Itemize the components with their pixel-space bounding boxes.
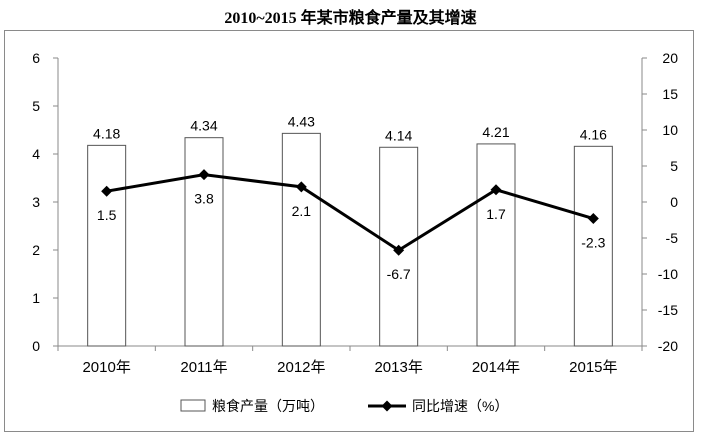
growth-point-label: 2.1 — [292, 203, 312, 219]
growth-point-label: 1.7 — [486, 206, 506, 222]
growth-point-marker — [101, 185, 113, 197]
left-y-tick-label: 2 — [32, 242, 40, 258]
x-tick-label: 2014年 — [472, 359, 520, 376]
production-bar-label: 4.21 — [482, 124, 509, 140]
left-y-tick-label: 5 — [32, 98, 40, 114]
bar-labels: 4.18 4.34 4.43 4.14 4.21 4.16 — [93, 113, 607, 143]
x-tick-labels: 2010年 2011年 2012年 2013年 2014年 2015年 — [82, 359, 617, 376]
chart-frame — [4, 30, 694, 432]
right-y-tick-label: -20 — [658, 338, 678, 354]
bars — [87, 132, 613, 347]
chart-title: 2010~2015 年某市粮食产量及其增速 — [224, 10, 477, 27]
production-bar-label: 4.14 — [385, 127, 412, 143]
growth-point-label: 3.8 — [194, 191, 214, 207]
production-bar — [87, 144, 127, 347]
legend-line-label: 同比增速（%） — [412, 398, 508, 414]
right-y-tick-label: -10 — [658, 266, 678, 282]
right-y-tick-label: 20 — [662, 50, 678, 66]
production-bar — [184, 137, 224, 347]
x-tick-label: 2013年 — [374, 359, 422, 376]
production-bar — [281, 132, 321, 347]
line-labels: 1.5 3.8 2.1 -6.7 1.7 -2.3 — [97, 191, 606, 283]
growth-point-label: -2.3 — [581, 235, 605, 251]
right-y-tick-label: 5 — [670, 158, 678, 174]
growth-point-marker — [198, 169, 210, 181]
growth-point-marker — [393, 244, 405, 256]
growth-point-marker — [295, 181, 307, 193]
x-tick-label: 2015年 — [569, 359, 617, 376]
left-y-tick-label: 1 — [32, 290, 40, 306]
right-y-tick-label: 0 — [670, 194, 678, 210]
right-y-tick-label: 10 — [662, 122, 678, 138]
axes: 0 1 2 3 4 5 6 -20 -15 -10 -5 0 5 10 15 20 — [32, 50, 678, 354]
legend: 粮食产量（万吨） 同比增速（%） — [180, 398, 508, 414]
right-y-tick-label: 15 — [662, 86, 678, 102]
left-y-tick-label: 4 — [32, 146, 40, 162]
x-tick-label: 2012年 — [277, 359, 325, 376]
growth-line — [106, 173, 594, 253]
growth-point-marker — [490, 184, 502, 196]
x-tick-label: 2011年 — [180, 359, 227, 376]
x-tick-label: 2010年 — [82, 359, 130, 376]
right-y-tick-label: -5 — [666, 230, 679, 246]
legend-line-marker — [381, 400, 393, 412]
left-y-tick-label: 6 — [32, 50, 40, 66]
legend-bar-swatch — [180, 399, 206, 412]
production-bar-label: 4.34 — [190, 118, 217, 134]
growth-point-marker — [587, 213, 599, 225]
growth-point-label: 1.5 — [97, 207, 117, 223]
production-bar-label: 4.16 — [580, 126, 607, 142]
production-bar — [476, 143, 516, 347]
production-bar — [573, 145, 613, 347]
legend-bar-label: 粮食产量（万吨） — [212, 398, 324, 414]
growth-point-label: -6.7 — [387, 266, 411, 282]
right-y-tick-label: -15 — [658, 302, 678, 318]
growth-line-series — [101, 169, 599, 256]
left-y-tick-label: 0 — [32, 338, 40, 354]
left-y-tick-label: 3 — [32, 194, 40, 210]
production-bar-label: 4.43 — [288, 113, 315, 129]
production-bar-label: 4.18 — [93, 125, 120, 141]
